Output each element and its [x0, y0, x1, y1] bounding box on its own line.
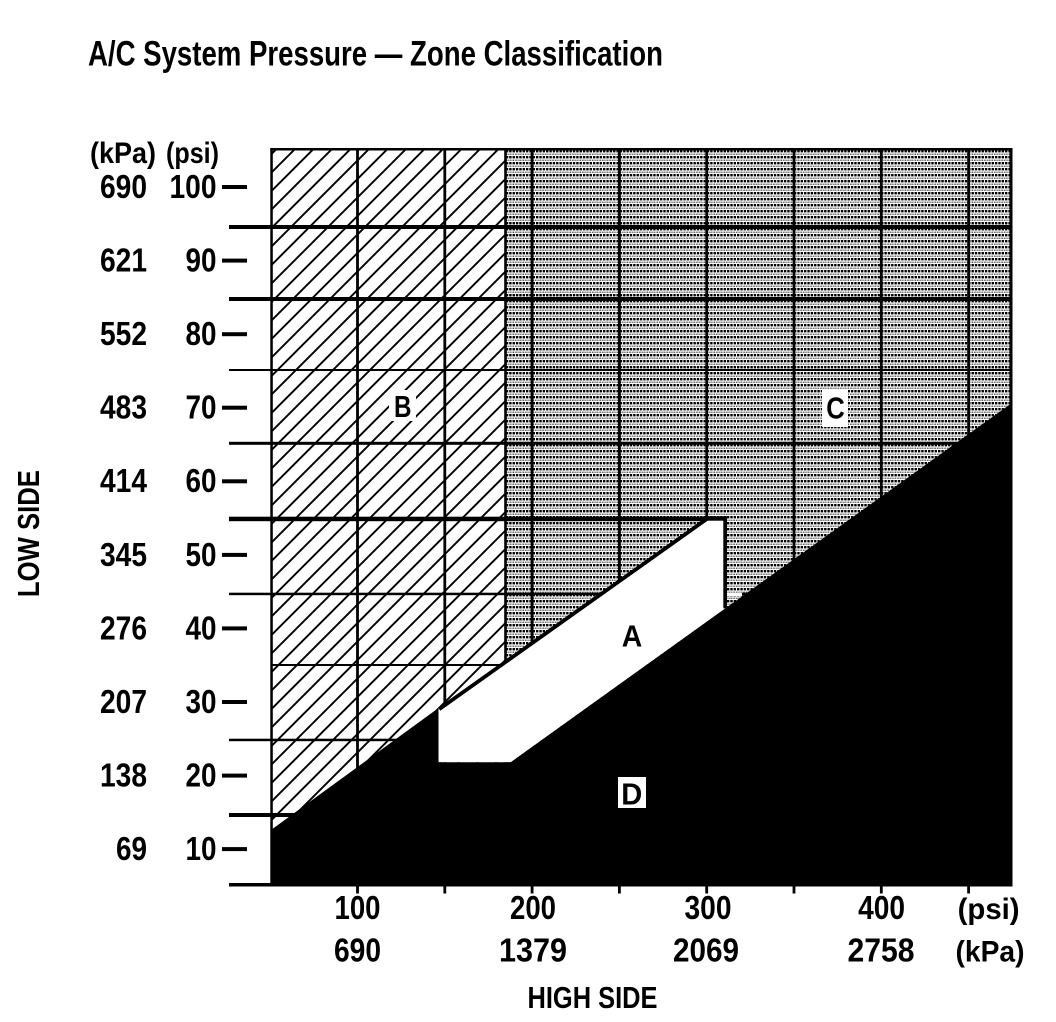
svg-text:69: 69	[116, 830, 147, 867]
svg-text:50: 50	[186, 536, 217, 573]
svg-text:200: 200	[510, 889, 556, 926]
svg-text:B: B	[394, 389, 412, 424]
svg-text:2069: 2069	[673, 931, 739, 968]
svg-text:40: 40	[186, 609, 217, 646]
svg-text:80: 80	[186, 315, 217, 352]
svg-text:HIGH SIDE: HIGH SIDE	[528, 980, 658, 1015]
svg-text:300: 300	[685, 889, 732, 926]
svg-text:LOW SIDE: LOW SIDE	[11, 470, 46, 597]
svg-text:(kPa): (kPa)	[956, 935, 1025, 968]
svg-text:(kPa): (kPa)	[90, 137, 156, 170]
svg-text:100: 100	[335, 889, 381, 926]
svg-text:20: 20	[186, 757, 217, 794]
svg-text:621: 621	[100, 242, 147, 279]
svg-text:100: 100	[170, 168, 217, 205]
svg-text:2758: 2758	[848, 931, 915, 968]
svg-text:60: 60	[186, 462, 217, 499]
svg-text:552: 552	[100, 315, 147, 352]
svg-text:1379: 1379	[499, 931, 567, 968]
svg-text:(psi): (psi)	[958, 893, 1020, 926]
svg-text:414: 414	[100, 462, 148, 499]
svg-text:207: 207	[100, 683, 147, 720]
svg-text:30: 30	[186, 683, 217, 720]
svg-text:70: 70	[186, 389, 217, 426]
svg-text:90: 90	[186, 242, 217, 279]
svg-text:690: 690	[334, 931, 381, 968]
svg-text:A: A	[622, 619, 643, 654]
svg-text:690: 690	[100, 168, 147, 205]
svg-text:138: 138	[100, 757, 147, 794]
svg-text:A/C System Pressure — Zone Cla: A/C System Pressure — Zone Classificatio…	[88, 34, 663, 74]
svg-text:345: 345	[100, 536, 147, 573]
svg-text:10: 10	[186, 830, 217, 867]
svg-text:400: 400	[858, 889, 905, 926]
svg-text:(psi): (psi)	[166, 137, 219, 170]
svg-text:D: D	[621, 776, 642, 811]
svg-text:276: 276	[100, 609, 147, 646]
svg-text:483: 483	[100, 389, 147, 426]
svg-text:C: C	[826, 391, 845, 426]
